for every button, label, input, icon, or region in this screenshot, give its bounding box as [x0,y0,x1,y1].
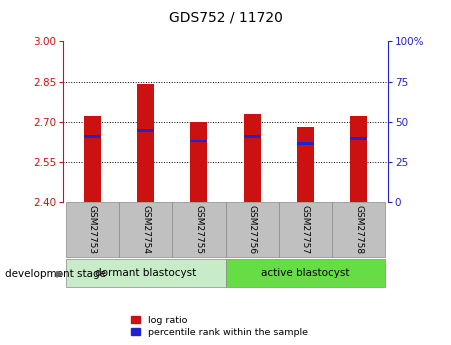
Bar [226,202,279,257]
Bar [190,139,207,142]
Text: GDS752 / 11720: GDS752 / 11720 [169,10,282,24]
Text: GSM27755: GSM27755 [194,205,203,254]
Text: GSM27757: GSM27757 [301,205,310,254]
Bar [137,84,154,202]
Bar [190,121,207,202]
Text: GSM27758: GSM27758 [354,205,363,254]
Bar [244,114,261,202]
Legend: log ratio, percentile rank within the sample: log ratio, percentile rank within the sa… [131,316,308,337]
Bar [297,142,314,145]
Text: development stage: development stage [5,269,106,279]
Bar [66,202,119,257]
Bar [226,259,385,286]
Bar [279,202,332,257]
Bar [350,137,367,139]
Bar [84,135,101,138]
Bar [137,129,154,132]
Bar [297,127,314,202]
Bar [84,116,101,202]
Bar [119,202,172,257]
Bar [244,135,261,138]
Bar [172,202,226,257]
Text: GSM27754: GSM27754 [141,205,150,254]
Text: dormant blastocyst: dormant blastocyst [95,268,196,277]
Bar [332,202,385,257]
Text: active blastocyst: active blastocyst [261,268,350,277]
Text: GSM27756: GSM27756 [248,205,257,254]
Bar [66,259,226,286]
Text: GSM27753: GSM27753 [88,205,97,254]
Bar [350,116,367,202]
